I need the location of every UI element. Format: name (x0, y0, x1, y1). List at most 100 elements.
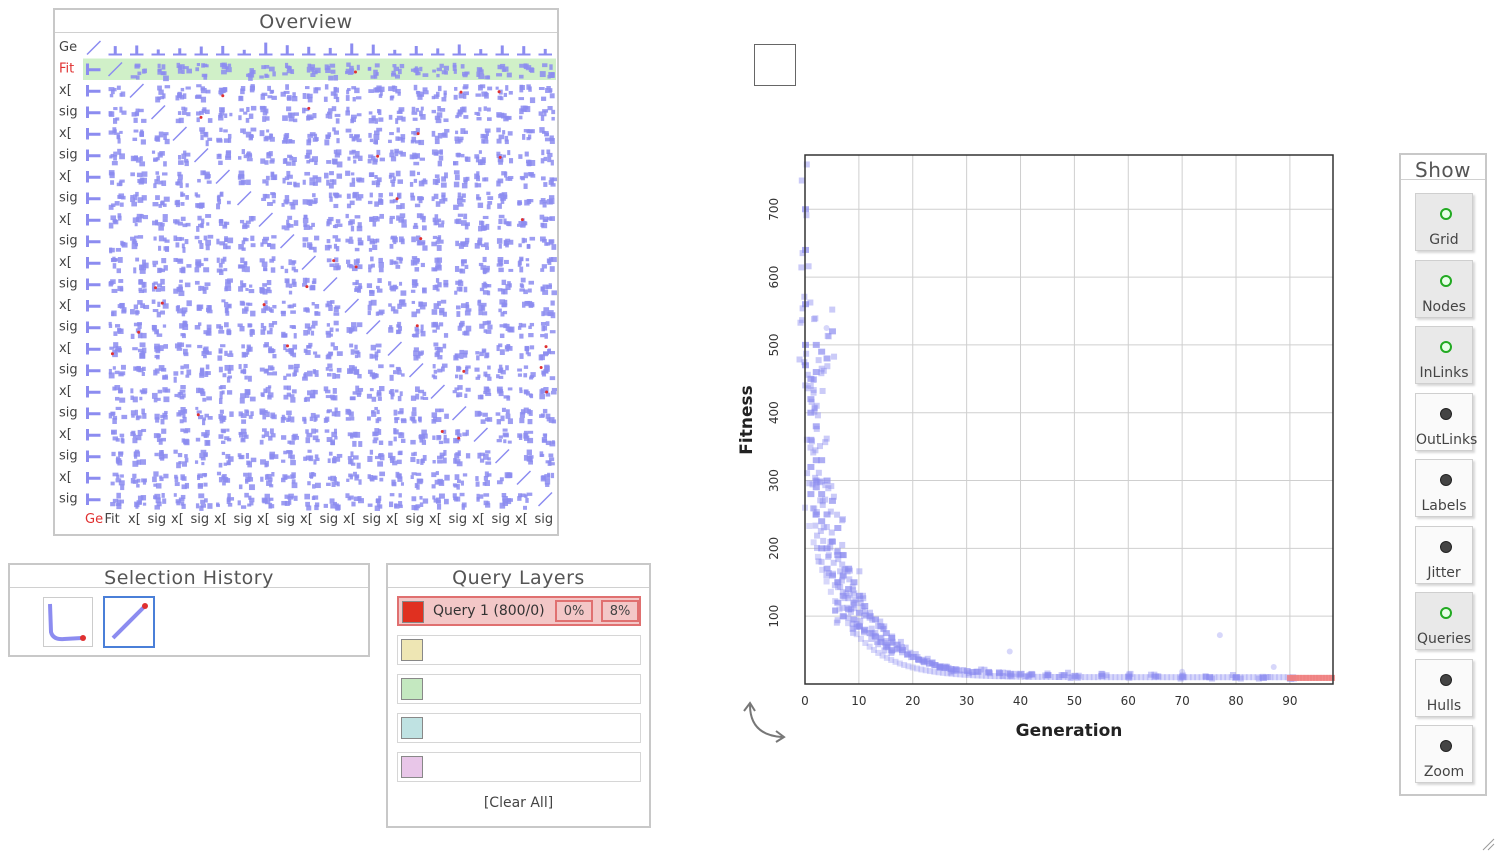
matrix-cell[interactable] (281, 132, 295, 144)
matrix-cell[interactable] (411, 106, 426, 121)
matrix-cell[interactable] (389, 148, 406, 162)
matrix-cell[interactable] (86, 192, 101, 205)
matrix-cell[interactable] (519, 277, 535, 295)
matrix-cell[interactable] (306, 63, 321, 77)
data-point[interactable] (952, 666, 960, 673)
matrix-cell[interactable] (216, 471, 231, 486)
matrix-cell[interactable] (305, 428, 320, 444)
matrix-cell[interactable] (411, 324, 426, 338)
matrix-cell[interactable] (303, 389, 318, 402)
data-point[interactable] (888, 634, 896, 641)
matrix-cell[interactable] (430, 384, 446, 400)
matrix-cell[interactable] (283, 385, 297, 403)
matrix-cell[interactable] (239, 300, 256, 317)
matrix-cell[interactable] (108, 406, 128, 424)
matrix-cell[interactable] (174, 385, 186, 400)
matrix-cell[interactable] (238, 363, 252, 382)
matrix-cell[interactable] (86, 364, 101, 377)
matrix-cell[interactable] (454, 279, 468, 295)
matrix-cell[interactable] (216, 493, 235, 508)
data-point[interactable] (898, 647, 906, 654)
matrix-cell[interactable] (495, 45, 510, 56)
matrix-cell[interactable] (476, 191, 494, 210)
matrix-cell[interactable] (199, 364, 211, 378)
matrix-cell[interactable] (410, 472, 424, 490)
matrix-cell[interactable] (263, 342, 277, 359)
matrix-cell[interactable] (496, 472, 513, 485)
matrix-cell[interactable] (216, 150, 232, 166)
matrix-cell[interactable] (388, 127, 406, 144)
matrix-cell[interactable] (453, 152, 471, 166)
matrix-cell[interactable] (194, 280, 211, 294)
matrix-cell[interactable] (86, 171, 101, 183)
matrix-cell[interactable] (474, 150, 486, 166)
data-point[interactable] (855, 592, 863, 599)
data-point[interactable] (942, 664, 950, 671)
matrix-cell[interactable] (540, 176, 557, 187)
data-point[interactable] (812, 423, 820, 430)
matrix-cell[interactable] (345, 106, 362, 124)
data-point[interactable] (974, 668, 982, 675)
matrix-cell[interactable] (516, 470, 532, 486)
matrix-cell[interactable] (130, 235, 144, 250)
data-point[interactable] (936, 663, 944, 670)
matrix-cell[interactable] (238, 235, 256, 251)
data-point[interactable] (845, 606, 853, 613)
matrix-cell[interactable] (173, 216, 191, 228)
data-point[interactable] (866, 630, 874, 637)
matrix-cell[interactable] (86, 386, 101, 398)
toggle-outlinks[interactable]: OutLinks (1415, 392, 1477, 451)
matrix-cell[interactable] (153, 492, 167, 510)
matrix-cell[interactable] (325, 342, 343, 360)
matrix-cell[interactable] (153, 235, 170, 252)
data-point[interactable] (807, 396, 815, 403)
matrix-cell[interactable] (172, 126, 188, 142)
matrix-cell[interactable] (323, 84, 340, 103)
matrix-cell[interactable] (517, 218, 528, 228)
matrix-cell[interactable] (387, 341, 403, 357)
data-point[interactable] (823, 565, 831, 572)
resize-grip-icon[interactable] (1481, 837, 1495, 851)
scatterplot-matrix[interactable]: GeFitx[sigx[sigx[sigx[sigx[sigx[sigx[sig… (55, 33, 557, 536)
matrix-cell[interactable] (132, 129, 146, 145)
matrix-cell[interactable] (452, 385, 471, 398)
matrix-cell[interactable] (517, 322, 535, 339)
matrix-cell[interactable] (173, 235, 189, 253)
outlier-point[interactable] (1216, 632, 1223, 639)
data-point[interactable] (818, 545, 826, 552)
matrix-cell[interactable] (431, 321, 449, 338)
matrix-cell[interactable] (220, 62, 232, 75)
matrix-cell[interactable] (322, 276, 338, 292)
matrix-cell[interactable] (369, 213, 384, 227)
matrix-cell[interactable] (323, 498, 341, 511)
outlier-point[interactable] (1270, 664, 1277, 671)
matrix-cell[interactable] (304, 149, 318, 165)
matrix-cell[interactable] (280, 259, 299, 274)
matrix-cell[interactable] (474, 365, 492, 381)
matrix-cell[interactable] (108, 127, 123, 144)
matrix-cell[interactable] (388, 450, 403, 466)
matrix-cell[interactable] (519, 105, 531, 120)
matrix-cell[interactable] (474, 106, 492, 121)
matrix-cell[interactable] (109, 342, 122, 358)
matrix-cell[interactable] (86, 321, 101, 334)
matrix-cell[interactable] (238, 472, 255, 491)
matrix-cell[interactable] (110, 492, 125, 510)
matrix-cell[interactable] (453, 450, 471, 467)
matrix-cell[interactable] (388, 281, 407, 296)
matrix-cell[interactable] (152, 258, 168, 274)
matrix-cell[interactable] (177, 150, 191, 167)
matrix-cell[interactable] (455, 237, 470, 249)
data-point[interactable] (818, 348, 826, 355)
matrix-cell[interactable] (453, 84, 469, 100)
matrix-cell[interactable] (108, 213, 122, 229)
matrix-cell[interactable] (391, 471, 404, 487)
data-point[interactable] (909, 653, 917, 660)
data-point[interactable] (1152, 673, 1160, 680)
matrix-cell[interactable] (194, 234, 214, 251)
matrix-cell[interactable] (345, 86, 362, 102)
matrix-cell[interactable] (86, 278, 101, 291)
data-point[interactable] (818, 491, 826, 498)
matrix-cell[interactable] (367, 63, 380, 79)
matrix-cell[interactable] (478, 215, 490, 232)
